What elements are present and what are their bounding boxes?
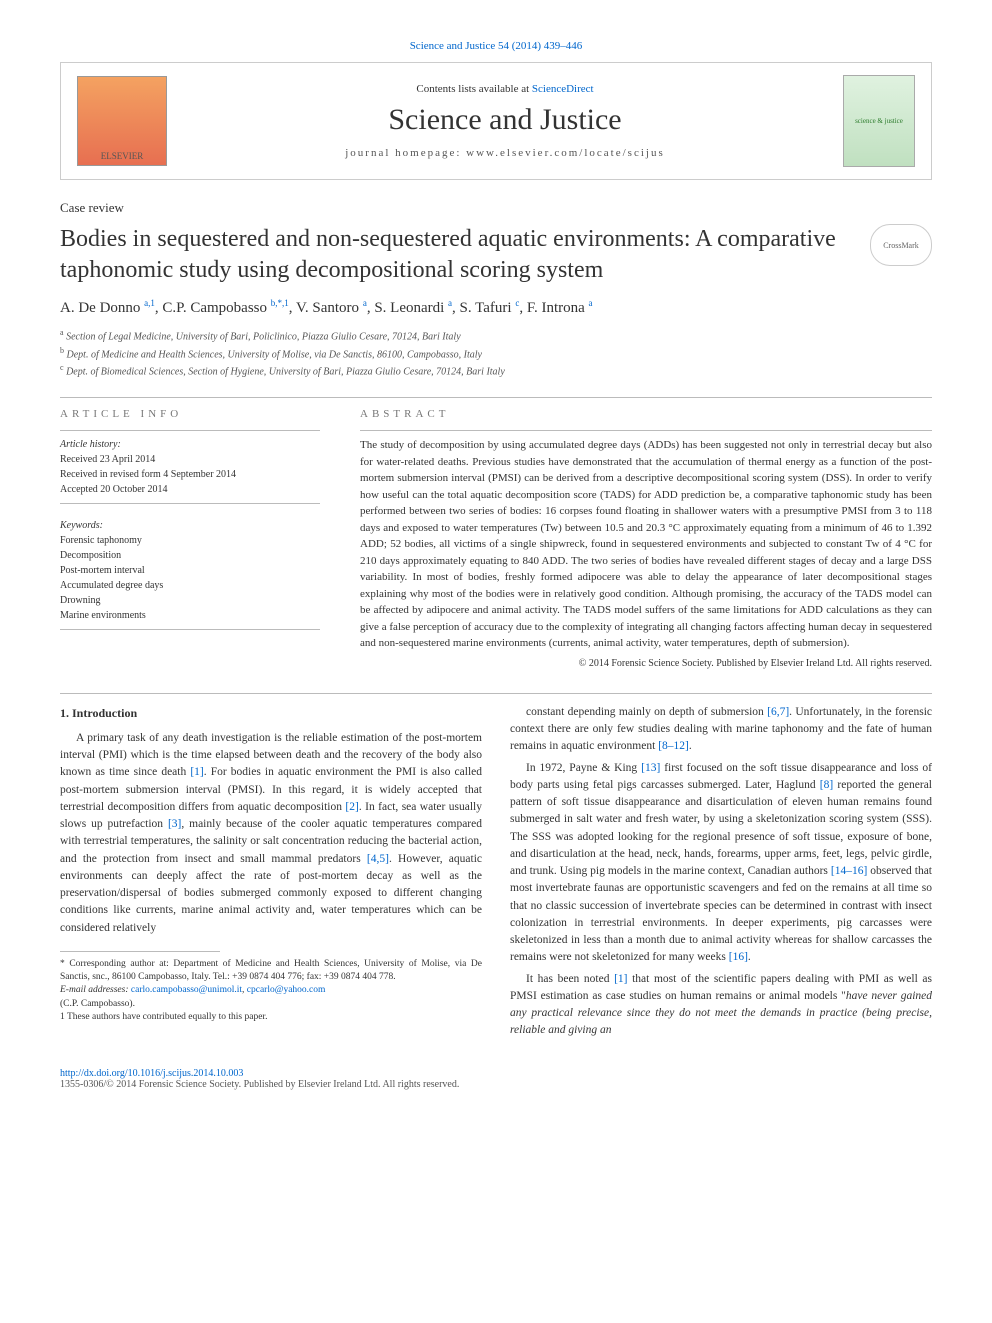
keyword-item: Accumulated degree days	[60, 578, 320, 593]
revised-line: Received in revised form 4 September 201…	[60, 467, 320, 482]
abstract-col: ABSTRACT The study of decomposition by u…	[360, 408, 932, 669]
authors-line: A. De Donno a,1, C.P. Campobasso b,*,1, …	[60, 298, 932, 317]
body-paragraph: It has been noted [1] that most of the s…	[510, 971, 932, 1040]
body-columns: 1. Introduction A primary task of any de…	[60, 704, 932, 1044]
homepage-line: journal homepage: www.elsevier.com/locat…	[167, 147, 843, 159]
affiliations: a Section of Legal Medicine, University …	[60, 327, 932, 379]
top-citation: Science and Justice 54 (2014) 439–446	[60, 40, 932, 52]
issn-line: 1355-0306/© 2014 Forensic Science Societ…	[60, 1079, 459, 1090]
contents-prefix: Contents lists available at	[416, 83, 531, 95]
affiliation-line: c Dept. of Biomedical Sciences, Section …	[60, 362, 932, 379]
homepage-prefix: journal homepage:	[345, 147, 466, 159]
left-column: 1. Introduction A primary task of any de…	[60, 704, 482, 1044]
crossmark-icon[interactable]: CrossMark	[870, 224, 932, 266]
page-footer: http://dx.doi.org/10.1016/j.scijus.2014.…	[60, 1068, 932, 1090]
email-1[interactable]: carlo.campobasso@unimol.it	[131, 985, 242, 995]
abstract-copyright: © 2014 Forensic Science Society. Publish…	[360, 658, 932, 669]
article-type: Case review	[60, 200, 932, 216]
email-owner: (C.P. Campobasso).	[60, 998, 482, 1011]
journal-header: ELSEVIER Contents lists available at Sci…	[60, 62, 932, 180]
abstract-text: The study of decomposition by using accu…	[360, 430, 932, 652]
keyword-item: Post-mortem interval	[60, 563, 320, 578]
article-info-col: ARTICLE INFO Article history: Received 2…	[60, 408, 320, 669]
affiliation-line: b Dept. of Medicine and Health Sciences,…	[60, 345, 932, 362]
intro-heading: 1. Introduction	[60, 704, 482, 722]
keyword-item: Drowning	[60, 593, 320, 608]
homepage-url[interactable]: www.elsevier.com/locate/scijus	[466, 147, 665, 159]
body-paragraph: constant depending mainly on depth of su…	[510, 704, 932, 756]
article-title: Bodies in sequestered and non-sequestere…	[60, 224, 850, 286]
received-line: Received 23 April 2014	[60, 452, 320, 467]
abstract-label: ABSTRACT	[360, 408, 932, 420]
citation-link[interactable]: Science and Justice 54 (2014) 439–446	[410, 40, 583, 52]
divider	[60, 693, 932, 694]
keyword-item: Forensic taphonomy	[60, 533, 320, 548]
article-info-label: ARTICLE INFO	[60, 408, 320, 420]
elsevier-logo: ELSEVIER	[77, 76, 167, 166]
body-paragraph: In 1972, Payne & King [13] first focused…	[510, 760, 932, 967]
journal-cover-thumb: science & justice	[843, 75, 915, 167]
article-history: Article history: Received 23 April 2014 …	[60, 430, 320, 504]
header-center: Contents lists available at ScienceDirec…	[167, 83, 843, 159]
body-paragraph: A primary task of any death investigatio…	[60, 730, 482, 937]
affiliation-line: a Section of Legal Medicine, University …	[60, 327, 932, 344]
email-2[interactable]: cpcarlo@yahoo.com	[247, 985, 326, 995]
footnote-separator	[60, 951, 220, 952]
right-column: constant depending mainly on depth of su…	[510, 704, 932, 1044]
sciencedirect-link[interactable]: ScienceDirect	[532, 83, 594, 95]
keyword-item: Decomposition	[60, 548, 320, 563]
equal-contribution-note: 1 These authors have contributed equally…	[60, 1011, 482, 1024]
corresponding-note: * Corresponding author at: Department of…	[60, 958, 482, 985]
divider	[60, 397, 932, 398]
email-label: E-mail addresses:	[60, 985, 129, 995]
footnotes: * Corresponding author at: Department of…	[60, 958, 482, 1024]
contents-line: Contents lists available at ScienceDirec…	[167, 83, 843, 95]
doi-link[interactable]: http://dx.doi.org/10.1016/j.scijus.2014.…	[60, 1068, 243, 1079]
keywords-head: Keywords:	[60, 518, 320, 533]
keywords-block: Keywords: Forensic taphonomyDecompositio…	[60, 512, 320, 630]
email-line: E-mail addresses: carlo.campobasso@unimo…	[60, 984, 482, 997]
journal-name: Science and Justice	[167, 103, 843, 137]
keyword-item: Marine environments	[60, 608, 320, 623]
accepted-line: Accepted 20 October 2014	[60, 482, 320, 497]
history-head: Article history:	[60, 437, 320, 452]
